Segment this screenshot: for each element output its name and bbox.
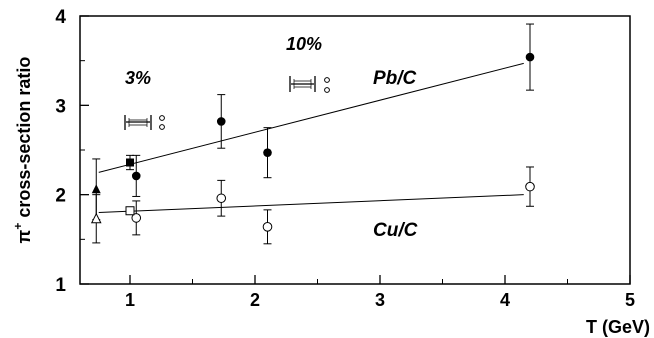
y-axis-title: cross-section ratio [14, 57, 34, 218]
syst-10-indicator [289, 76, 330, 93]
fit-lines [98, 62, 524, 214]
data-point-filled-circle [263, 148, 272, 157]
data-point-open-circle [131, 213, 142, 223]
x-tick-label: 1 [125, 290, 135, 310]
fit-line [98, 194, 524, 214]
y-axis-particle: π [14, 229, 34, 243]
data-point-filled-triangle [91, 184, 101, 194]
x-tick-label: 2 [250, 290, 260, 310]
fit-line [98, 62, 524, 173]
data-point-open-triangle [90, 212, 102, 224]
x-tick-label: 3 [375, 290, 385, 310]
x-tick-label: 5 [625, 290, 635, 310]
data-point-filled-circle [525, 52, 535, 62]
data-point-open-circle [525, 181, 535, 192]
data-point-open-circle [216, 193, 227, 204]
y-tick-label: 1 [55, 275, 66, 296]
y-tick-label: 4 [55, 7, 66, 28]
data-point-filled-square [126, 158, 134, 167]
data-point-open-square [125, 206, 135, 216]
cu-series-label: Cu/C [373, 220, 418, 241]
syst-3-indicator [124, 115, 165, 130]
x-axis-label: T (GeV) [586, 317, 650, 337]
data-points [90, 23, 535, 245]
y-tick-label: 2 [55, 186, 66, 207]
svg-text:π+ cross-section ratio: π+ cross-section ratio [11, 57, 34, 244]
y-tick-label: 3 [55, 96, 66, 117]
x-tick-label: 4 [500, 290, 510, 310]
syst-10-label: 10% [286, 34, 322, 54]
data-point-filled-circle [131, 171, 141, 181]
plot-frame [79, 15, 631, 285]
y-axis-superscript: + [11, 223, 25, 230]
syst-3-label: 3% [125, 68, 151, 88]
y-axis-label: π+ cross-section ratio [11, 57, 34, 244]
data-point-filled-circle [216, 117, 226, 126]
data-point-open-circle [262, 222, 273, 232]
axis-ticks: 1 2 3 4 5 1 2 3 4 [55, 7, 635, 310]
pb-series-label: Pb/C [373, 68, 417, 89]
